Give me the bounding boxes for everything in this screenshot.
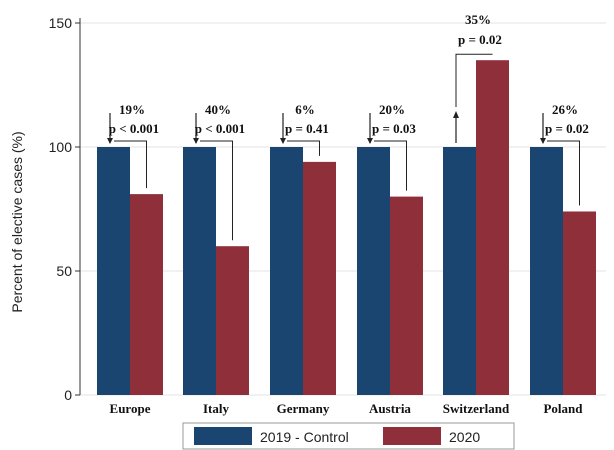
annotation-percent: 20% — [379, 102, 405, 117]
bracket-line — [374, 140, 407, 191]
bar-2020-europe — [130, 194, 163, 395]
x-tick-label: Europe — [110, 401, 151, 416]
x-tick-label: Germany — [277, 401, 330, 416]
arrow-down-icon — [540, 138, 546, 144]
annotation-germany: 6% p = 0.41 — [280, 102, 329, 156]
annotation-percent: 35% — [465, 12, 491, 27]
annotation-switzerland: 35% p = 0.02 — [453, 12, 502, 143]
y-tick-label: 150 — [49, 15, 73, 31]
x-tick-label: Poland — [543, 401, 583, 416]
arrow-down-icon — [193, 138, 199, 144]
x-axis-labels: Europe Italy Germany Austria Switzerland Pola… — [110, 401, 584, 416]
arrow-down-icon — [280, 138, 286, 144]
annotation-poland: 26% p = 0.02 — [540, 102, 589, 206]
annotation-percent: 6% — [295, 102, 315, 117]
bar-2019-italy — [183, 147, 216, 395]
bar-2020-austria — [390, 196, 423, 395]
bracket-line — [547, 140, 580, 206]
annotation-europe: 19% p < 0.001 — [107, 102, 159, 189]
y-axis-title: Percent of elective cases (%) — [9, 131, 25, 312]
bar-2020-switzerland — [476, 60, 509, 395]
annotation-italy: 40% p < 0.001 — [193, 102, 245, 241]
legend-label: 2020 — [449, 429, 480, 445]
bar-2019-poland — [530, 147, 563, 395]
y-tick-label: 100 — [49, 139, 73, 155]
bracket-line — [114, 140, 147, 189]
x-tick-label: Austria — [369, 401, 411, 416]
annotation-pvalue: p < 0.001 — [109, 121, 159, 136]
bars — [97, 60, 596, 395]
annotations: 19% p < 0.001 40% p < 0.001 6% p = 0.41 20% p =… — [107, 12, 589, 241]
legend-label: 2019 - Control — [260, 429, 349, 445]
x-tick-label: Italy — [203, 401, 230, 416]
bar-2019-germany — [270, 147, 303, 395]
bar-2020-poland — [563, 211, 596, 395]
bar-2020-germany — [303, 161, 336, 395]
annotation-percent: 19% — [119, 102, 145, 117]
bar-2019-switzerland — [443, 147, 476, 395]
bar-2019-austria — [357, 147, 390, 395]
gridlines — [80, 22, 606, 396]
annotation-pvalue: p = 0.03 — [372, 121, 416, 136]
legend-swatch — [194, 427, 252, 445]
annotation-pvalue: p = 0.02 — [545, 121, 589, 136]
y-axis: 0 50 100 150 — [49, 15, 81, 403]
legend-swatch — [383, 427, 441, 445]
x-tick-label: Switzerland — [443, 401, 510, 416]
y-tick-label: 50 — [56, 263, 72, 279]
arrow-up-icon — [453, 111, 459, 118]
legend: 2019 - Control 2020 — [182, 422, 515, 450]
bracket-line — [455, 53, 493, 107]
annotation-austria: 20% p = 0.03 — [367, 102, 416, 191]
annotation-pvalue: p = 0.41 — [285, 121, 329, 136]
annotation-pvalue: p < 0.001 — [195, 121, 245, 136]
arrow-down-icon — [367, 138, 373, 144]
annotation-percent: 26% — [552, 102, 578, 117]
arrow-down-icon — [107, 138, 113, 144]
bracket-line — [200, 140, 233, 241]
bar-2020-italy — [216, 246, 249, 395]
annotation-percent: 40% — [205, 102, 231, 117]
annotation-pvalue: p = 0.02 — [458, 32, 502, 47]
bar-2019-europe — [97, 147, 130, 395]
y-tick-label: 0 — [64, 387, 72, 403]
bracket-line — [287, 140, 320, 156]
